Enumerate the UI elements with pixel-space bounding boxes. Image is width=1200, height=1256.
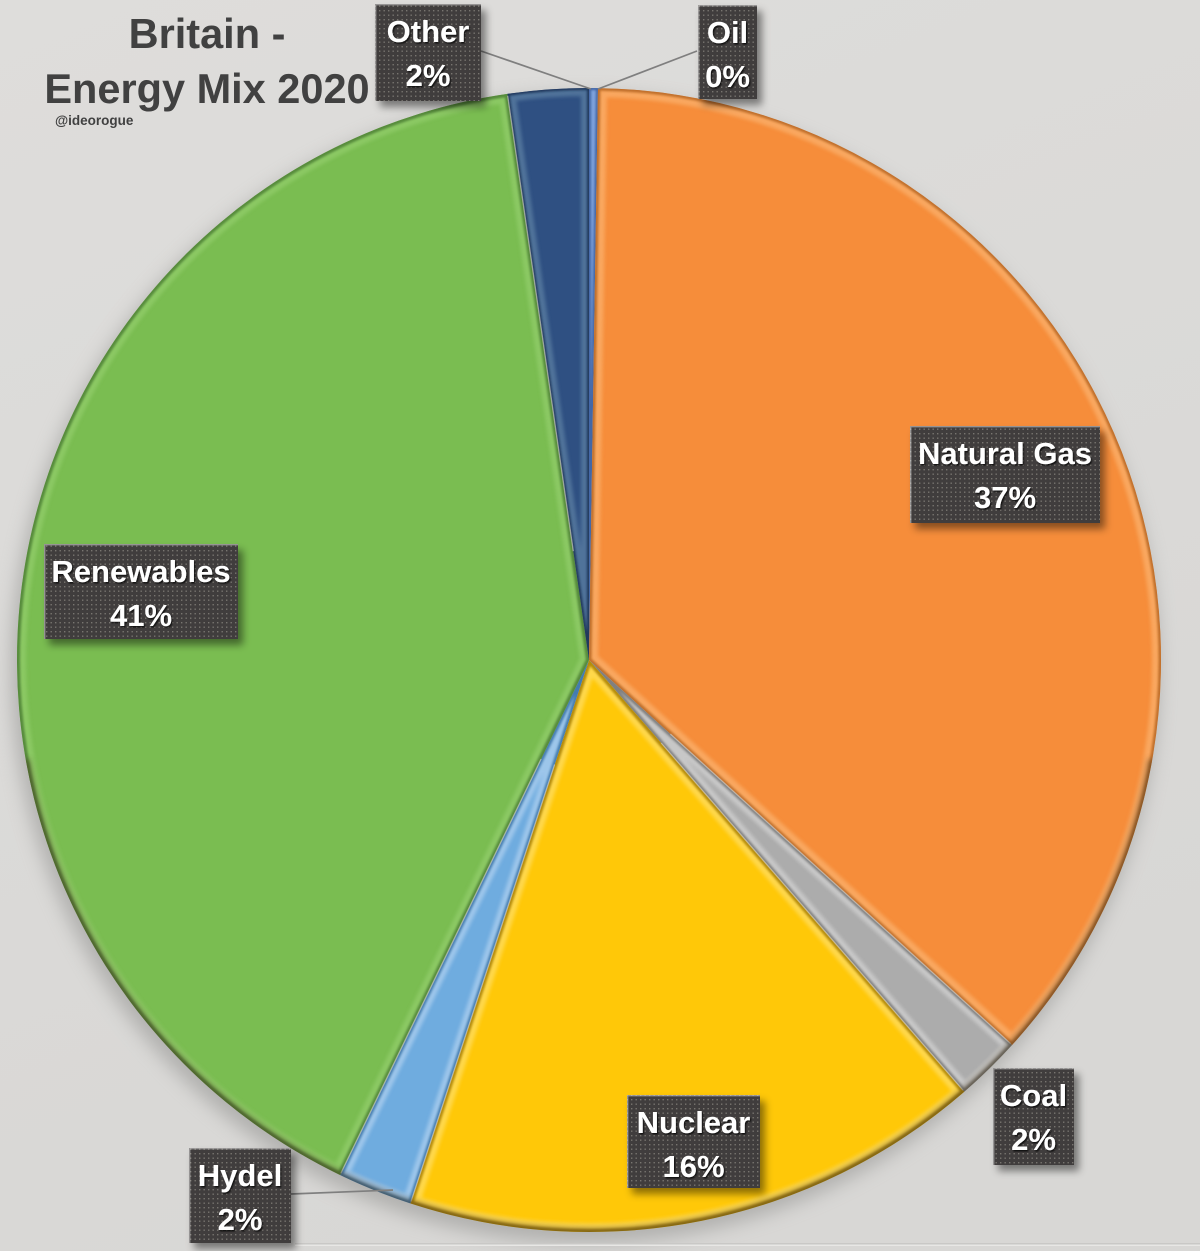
svg-text:37%: 37% <box>974 480 1036 515</box>
svg-text:2%: 2% <box>406 58 451 93</box>
svg-text:Nuclear: Nuclear <box>637 1105 751 1140</box>
svg-text:16%: 16% <box>662 1149 724 1184</box>
svg-text:2%: 2% <box>1011 1122 1056 1157</box>
svg-text:2%: 2% <box>218 1202 263 1237</box>
svg-text:Hydel: Hydel <box>198 1158 282 1193</box>
svg-text:Coal: Coal <box>1000 1078 1067 1113</box>
svg-text:Oil: Oil <box>707 15 748 50</box>
svg-text:Britain -: Britain - <box>129 10 286 57</box>
svg-text:Energy Mix 2020: Energy Mix 2020 <box>44 65 369 112</box>
svg-text:Renewables: Renewables <box>51 554 230 589</box>
svg-text:Other: Other <box>387 14 470 49</box>
svg-text:Natural Gas: Natural Gas <box>918 436 1092 471</box>
svg-text:0%: 0% <box>705 59 750 94</box>
svg-text:41%: 41% <box>110 598 172 633</box>
svg-text:@ideorogue: @ideorogue <box>55 113 134 128</box>
